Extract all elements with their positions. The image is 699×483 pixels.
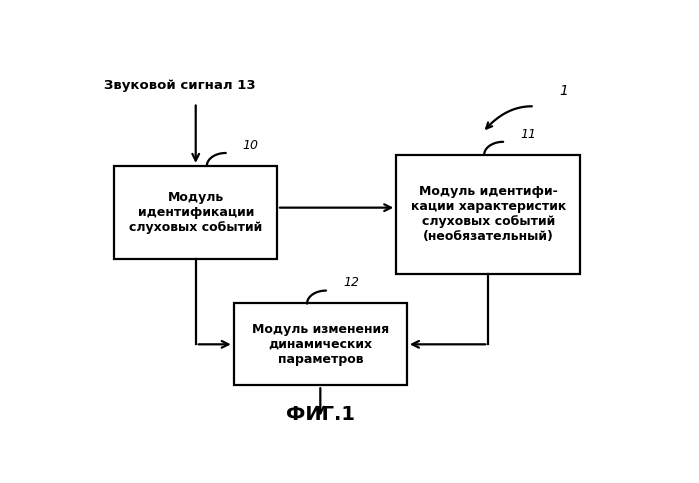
- Bar: [115, 166, 277, 259]
- Text: Модуль идентифи-
кации характеристик
слуховых событий
(необязательный): Модуль идентифи- кации характеристик слу…: [410, 185, 566, 243]
- Text: 1: 1: [560, 85, 568, 99]
- Text: Модуль
идентификации
слуховых событий: Модуль идентификации слуховых событий: [129, 191, 262, 234]
- Text: 10: 10: [243, 139, 259, 152]
- Text: Модуль изменения
динамических
параметров: Модуль изменения динамических параметров: [252, 323, 389, 366]
- Text: 12: 12: [343, 276, 359, 289]
- Bar: [396, 155, 580, 274]
- Text: 11: 11: [520, 128, 536, 141]
- Text: ФИГ.1: ФИГ.1: [286, 405, 355, 424]
- Bar: [233, 303, 407, 385]
- Text: Звуковой сигнал 13: Звуковой сигнал 13: [103, 79, 255, 92]
